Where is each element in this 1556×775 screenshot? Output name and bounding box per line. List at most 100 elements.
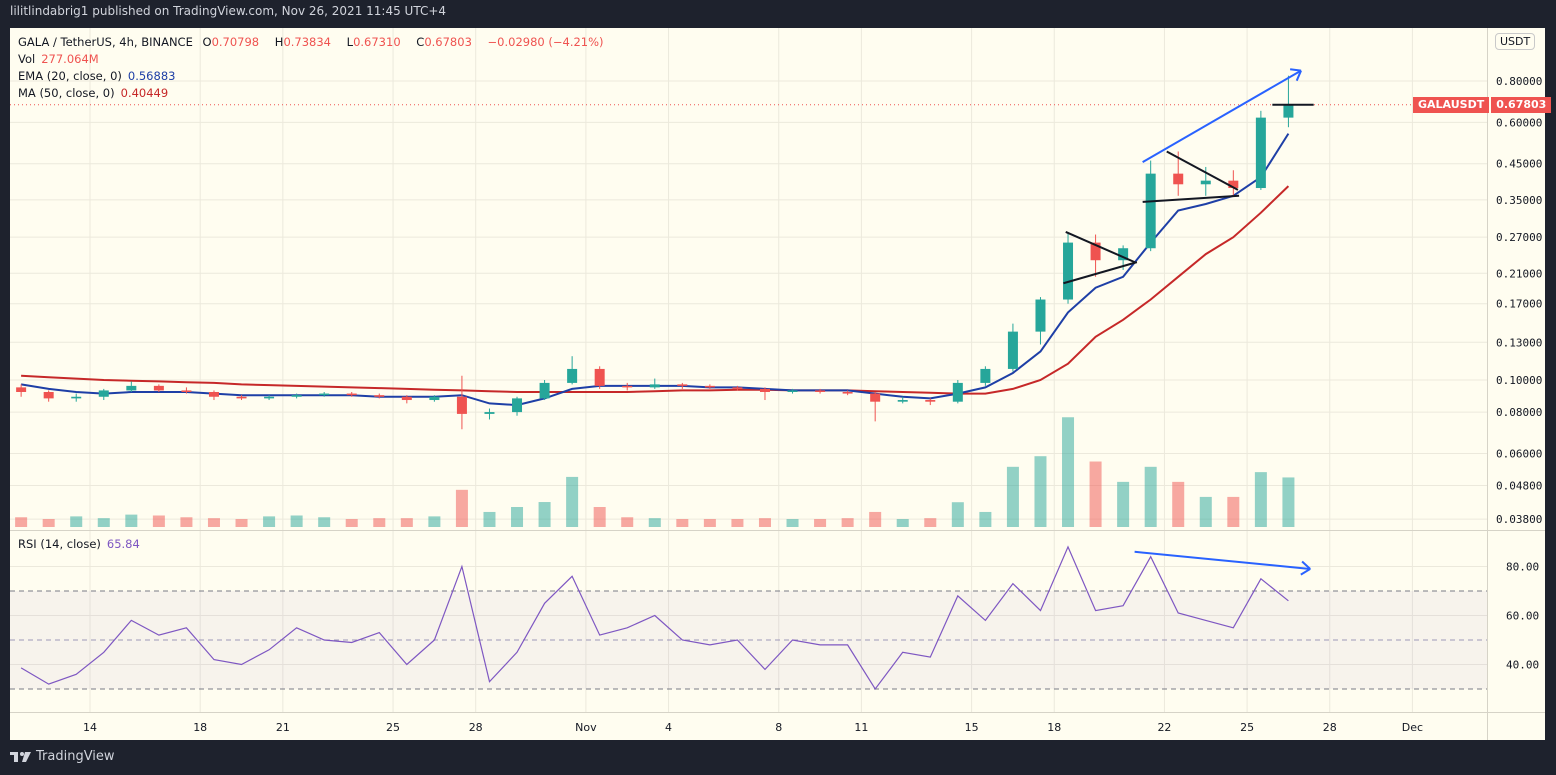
time-tick-label: 18 xyxy=(193,721,207,734)
time-tick-label: Dec xyxy=(1402,721,1423,734)
legend-high: 0.73834 xyxy=(283,35,331,49)
time-tick-label: 11 xyxy=(854,721,868,734)
volume-bar xyxy=(125,514,138,527)
price-tick-label: 0.10000 xyxy=(1496,374,1542,387)
price-tick-label: 0.27000 xyxy=(1496,231,1542,244)
currency-unit-button[interactable]: USDT xyxy=(1495,33,1536,50)
volume-bar xyxy=(731,519,744,527)
volume-bar xyxy=(400,518,413,527)
candle-body xyxy=(456,396,467,414)
candle-body xyxy=(429,396,440,401)
price-tick-label: 0.80000 xyxy=(1496,75,1542,88)
candle-body xyxy=(980,368,991,383)
candle-body xyxy=(291,395,302,397)
arrow-head xyxy=(1295,70,1302,82)
candle-body xyxy=(1200,180,1211,185)
candle-body xyxy=(346,393,357,396)
rsi-tick-label: 40.00 xyxy=(1506,659,1539,672)
time-tick-label: 15 xyxy=(965,721,979,734)
arrow-head xyxy=(1290,68,1302,72)
footer-brand: TradingView xyxy=(36,749,115,764)
volume-bar xyxy=(1089,461,1102,527)
price-tick-label: 0.06000 xyxy=(1496,447,1542,460)
volume-bar xyxy=(538,502,551,527)
volume-bar xyxy=(648,518,661,527)
candle-body xyxy=(264,396,275,399)
candle-body xyxy=(98,390,109,397)
candle-body xyxy=(16,387,27,392)
volume-bar xyxy=(593,507,606,527)
candle-body xyxy=(759,388,770,392)
legend-symbol: GALA / TetherUS, 4h, BINANCE xyxy=(18,35,193,49)
legend-ma-value: 0.40449 xyxy=(120,86,169,100)
volume-bar xyxy=(869,511,882,527)
candle-body xyxy=(622,385,633,388)
volume-bar xyxy=(318,517,331,527)
rsi-tick-label: 80.00 xyxy=(1506,561,1539,574)
legend-rsi[interactable]: RSI (14, close) 65.84 xyxy=(18,537,146,551)
candle-body xyxy=(842,391,853,394)
volume-bar xyxy=(263,516,276,527)
rsi-tick-label: 60.00 xyxy=(1506,610,1539,623)
candle-body xyxy=(897,400,908,402)
legend-vol: 277.064M xyxy=(41,52,99,66)
volume-bar xyxy=(1117,481,1130,527)
candle-body xyxy=(1035,299,1046,332)
candle-body xyxy=(732,387,743,389)
tradingview-logo-icon xyxy=(10,751,31,762)
candle-body xyxy=(1063,242,1074,300)
candle-body xyxy=(1255,117,1266,189)
legend-high-label: H xyxy=(274,35,284,49)
tradingview-logo[interactable]: TradingView xyxy=(10,749,115,764)
candle-body xyxy=(374,395,385,397)
candle-body xyxy=(870,393,881,402)
candle-body xyxy=(43,391,54,399)
price-tick-label: 0.45000 xyxy=(1496,158,1542,171)
candle-body xyxy=(1145,173,1156,249)
volume-bar xyxy=(511,507,524,527)
volume-bar xyxy=(1199,496,1212,527)
legend-main: GALA / TetherUS, 4h, BINANCE O0.70798 H0… xyxy=(18,35,610,49)
candle-body xyxy=(539,382,550,399)
volume-bar xyxy=(152,515,165,527)
candle-body xyxy=(677,384,688,386)
candle-body xyxy=(649,384,660,388)
legend-ema[interactable]: EMA (20, close, 0) 0.56883 xyxy=(18,69,181,83)
price-tick-label: 0.04800 xyxy=(1496,480,1542,493)
volume-bar xyxy=(483,511,496,527)
trend-line xyxy=(1142,194,1240,203)
volume-bar xyxy=(951,502,964,527)
volume-bar xyxy=(786,519,799,527)
drawings[interactable] xyxy=(1063,68,1314,285)
volume-bar xyxy=(814,519,827,527)
volume-bar xyxy=(841,518,854,527)
legend-ma[interactable]: MA (50, close, 0) 0.40449 xyxy=(18,86,174,100)
volume-bar xyxy=(428,516,441,527)
trend-line xyxy=(1063,261,1138,285)
candle-body xyxy=(815,390,826,392)
price-tick-label: 0.17000 xyxy=(1496,298,1542,311)
candle-body xyxy=(952,382,963,402)
candle-body xyxy=(153,385,164,391)
time-tick-label: 8 xyxy=(775,721,782,734)
volume-bar xyxy=(896,519,909,527)
legend-close: 0.67803 xyxy=(424,35,472,49)
rsi-line xyxy=(20,545,1289,691)
volume-bar xyxy=(42,519,55,527)
volume-bar xyxy=(455,489,468,527)
volume-bar xyxy=(1282,477,1295,527)
volume-bar xyxy=(180,517,193,527)
legend-ema-label: EMA (20, close, 0) xyxy=(18,69,122,83)
volume-bar xyxy=(1227,496,1240,527)
time-tick-label: 28 xyxy=(1323,721,1337,734)
volume-bar xyxy=(1254,472,1267,527)
legend-volume[interactable]: Vol 277.064M xyxy=(18,52,105,66)
volume-bar xyxy=(290,515,303,527)
legend-open: 0.70798 xyxy=(211,35,260,49)
candle-body xyxy=(181,390,192,392)
candle-body xyxy=(704,385,715,388)
rsi-series xyxy=(20,545,1311,691)
candle-series xyxy=(10,75,1487,430)
candle-body xyxy=(236,396,247,399)
